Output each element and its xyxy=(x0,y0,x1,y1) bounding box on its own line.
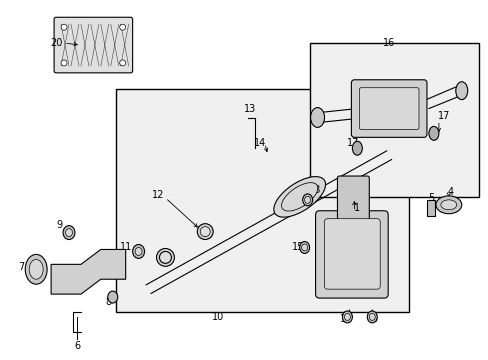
Ellipse shape xyxy=(29,260,43,279)
FancyBboxPatch shape xyxy=(54,17,132,73)
Circle shape xyxy=(120,24,125,30)
Ellipse shape xyxy=(63,226,75,239)
Ellipse shape xyxy=(301,244,307,251)
Ellipse shape xyxy=(352,141,362,155)
Text: 6: 6 xyxy=(74,341,80,351)
Text: 15: 15 xyxy=(291,243,303,252)
Text: 2: 2 xyxy=(353,233,360,243)
FancyBboxPatch shape xyxy=(337,176,368,220)
Bar xyxy=(116,89,408,312)
Ellipse shape xyxy=(304,196,310,203)
Bar xyxy=(426,200,434,216)
Ellipse shape xyxy=(273,177,325,217)
Ellipse shape xyxy=(455,82,467,100)
Ellipse shape xyxy=(25,255,47,284)
Ellipse shape xyxy=(344,314,350,320)
Text: 17: 17 xyxy=(346,138,359,148)
Text: 19: 19 xyxy=(340,314,352,324)
Ellipse shape xyxy=(197,224,213,239)
Ellipse shape xyxy=(440,200,456,210)
Text: 14: 14 xyxy=(253,138,265,148)
Ellipse shape xyxy=(132,244,144,258)
Ellipse shape xyxy=(342,311,352,323)
Text: 13: 13 xyxy=(244,104,256,113)
Ellipse shape xyxy=(65,229,72,237)
Ellipse shape xyxy=(281,183,317,211)
Ellipse shape xyxy=(435,196,461,214)
Text: 17: 17 xyxy=(437,111,449,121)
Ellipse shape xyxy=(299,242,309,253)
Text: 18: 18 xyxy=(308,185,320,195)
Text: 10: 10 xyxy=(212,312,224,322)
FancyBboxPatch shape xyxy=(324,219,380,289)
Text: 12: 12 xyxy=(152,190,164,200)
Text: 7: 7 xyxy=(18,262,24,272)
Ellipse shape xyxy=(156,248,174,266)
Text: 20: 20 xyxy=(50,38,62,48)
Circle shape xyxy=(61,24,67,30)
Ellipse shape xyxy=(135,247,142,255)
Bar xyxy=(309,43,478,197)
FancyBboxPatch shape xyxy=(315,211,387,298)
Text: 4: 4 xyxy=(447,187,453,197)
Text: 16: 16 xyxy=(382,38,394,48)
Text: 3: 3 xyxy=(370,314,377,324)
Text: 9: 9 xyxy=(56,220,62,230)
Ellipse shape xyxy=(310,108,324,127)
Polygon shape xyxy=(51,249,125,294)
Ellipse shape xyxy=(159,251,171,264)
Circle shape xyxy=(120,60,125,66)
Ellipse shape xyxy=(366,311,376,323)
Ellipse shape xyxy=(302,194,312,206)
FancyBboxPatch shape xyxy=(351,80,426,137)
Circle shape xyxy=(61,60,67,66)
Text: 5: 5 xyxy=(427,193,433,203)
Text: 1: 1 xyxy=(354,203,360,213)
Ellipse shape xyxy=(200,227,210,237)
Text: 11: 11 xyxy=(119,243,132,252)
Ellipse shape xyxy=(107,291,118,303)
Ellipse shape xyxy=(428,126,438,140)
Ellipse shape xyxy=(368,314,374,320)
FancyBboxPatch shape xyxy=(359,88,418,129)
Text: 8: 8 xyxy=(105,297,112,307)
